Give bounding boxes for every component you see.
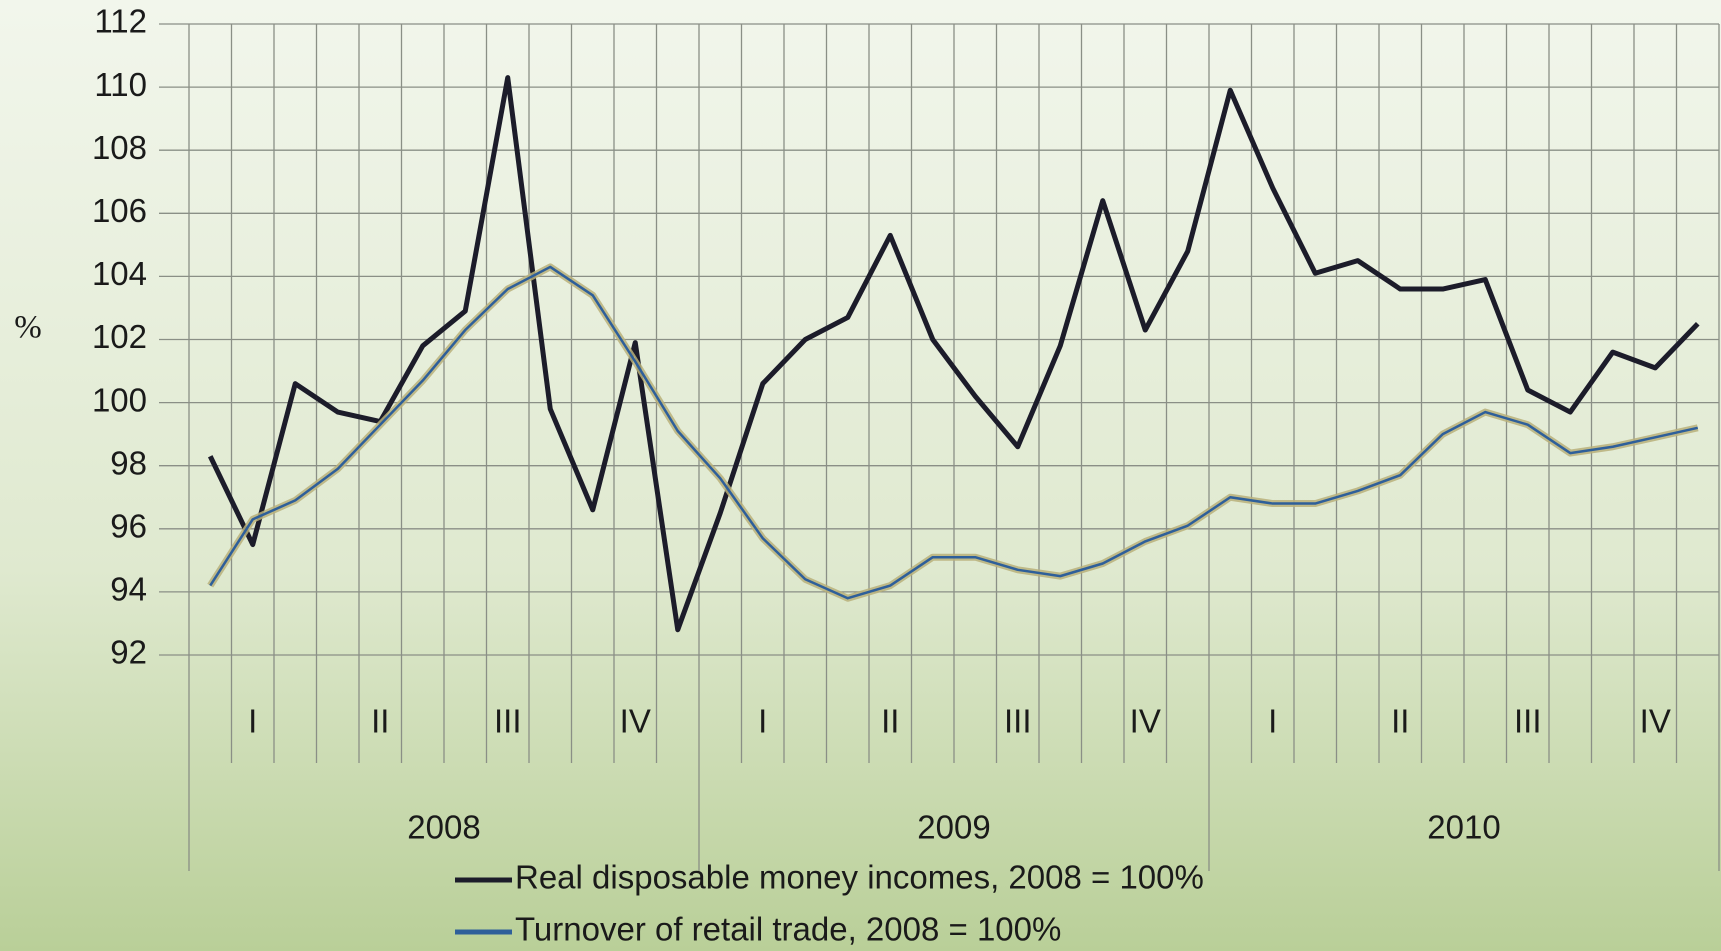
legend-label: Real disposable money incomes, 2008 = 10… (515, 859, 1204, 896)
year-label: 2010 (1427, 809, 1500, 846)
y-tick-label: 108 (92, 129, 147, 166)
y-tick-label: 110 (94, 66, 147, 103)
quarter-label: IV (620, 703, 651, 740)
legend-label: Turnover of retail trade, 2008 = 100% (515, 911, 1061, 948)
series-line (209, 265, 1699, 600)
y-tick-label: 96 (110, 508, 147, 545)
quarter-label: II (881, 703, 899, 740)
quarter-label: IV (1640, 703, 1671, 740)
quarter-label: III (1514, 703, 1542, 740)
quarter-label: I (758, 703, 767, 740)
year-label: 2008 (407, 809, 480, 846)
year-label: 2009 (917, 809, 990, 846)
y-tick-label: 92 (110, 634, 147, 671)
quarter-label: I (248, 703, 257, 740)
y-tick-label: 112 (94, 3, 147, 40)
y-axis-label: % (14, 310, 42, 346)
quarter-label: II (371, 703, 389, 740)
y-tick-label: 104 (92, 255, 147, 292)
quarter-label: III (1004, 703, 1032, 740)
quarter-label: II (1391, 703, 1409, 740)
quarter-label: I (1268, 703, 1277, 740)
series-line (207, 75, 1700, 633)
y-tick-label: 94 (110, 571, 147, 608)
y-tick-label: 106 (92, 192, 147, 229)
quarter-label: III (494, 703, 522, 740)
quarter-label: IV (1130, 703, 1161, 740)
y-tick-label: 100 (92, 381, 147, 418)
y-tick-label: 102 (92, 318, 147, 355)
y-tick-label: 98 (110, 444, 147, 481)
